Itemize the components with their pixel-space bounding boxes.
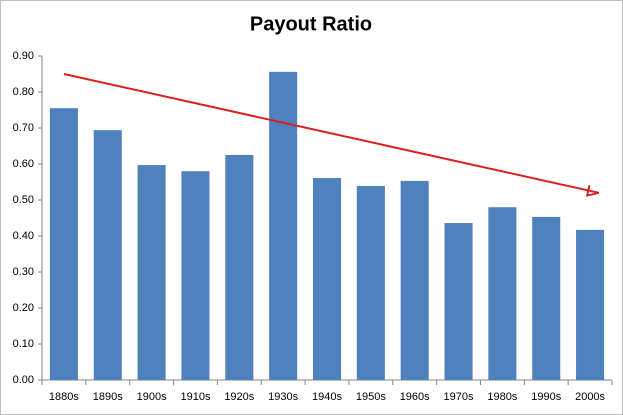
bar bbox=[356, 185, 385, 380]
bar bbox=[488, 207, 517, 380]
x-tick-label: 1970s bbox=[444, 391, 474, 403]
bar bbox=[225, 155, 254, 380]
arrow-head bbox=[585, 185, 600, 197]
x-tick-label: 1980s bbox=[487, 391, 517, 403]
bar bbox=[312, 178, 342, 380]
x-tick-label: 1880s bbox=[49, 391, 79, 403]
bar bbox=[532, 216, 561, 380]
x-tick-label: 1920s bbox=[224, 391, 254, 403]
x-tick-label: 1930s bbox=[268, 391, 298, 403]
x-tick-label: 1910s bbox=[180, 391, 210, 403]
x-tick-label: 1950s bbox=[356, 391, 386, 403]
y-tick-label: 0.00 bbox=[13, 374, 34, 386]
y-tick-label: 0.30 bbox=[13, 266, 34, 278]
bar bbox=[49, 108, 78, 380]
chart-title: Payout Ratio bbox=[250, 13, 372, 35]
x-tick-label: 1900s bbox=[137, 391, 167, 403]
bar bbox=[269, 71, 298, 380]
x-tick-label: 2000s bbox=[575, 391, 605, 403]
x-tick-label: 1990s bbox=[531, 391, 561, 403]
bar bbox=[137, 165, 166, 380]
y-tick-label: 0.70 bbox=[13, 122, 34, 134]
y-tick-label: 0.10 bbox=[13, 338, 34, 350]
x-tick-label: 1960s bbox=[400, 391, 430, 403]
y-tick-label: 0.20 bbox=[13, 302, 34, 314]
bar bbox=[181, 171, 210, 380]
y-tick-label: 0.90 bbox=[13, 50, 34, 62]
x-tick-label: 1890s bbox=[93, 391, 123, 403]
y-tick-label: 0.60 bbox=[13, 158, 34, 170]
bar bbox=[576, 229, 605, 380]
trend-arrow bbox=[63, 73, 600, 194]
bar bbox=[444, 223, 473, 380]
bar bbox=[400, 180, 429, 380]
x-tick-label: 1940s bbox=[312, 391, 342, 403]
bar bbox=[93, 130, 122, 380]
y-tick-label: 0.40 bbox=[13, 230, 34, 242]
y-tick-label: 0.50 bbox=[13, 194, 34, 206]
y-tick-label: 0.80 bbox=[13, 86, 34, 98]
